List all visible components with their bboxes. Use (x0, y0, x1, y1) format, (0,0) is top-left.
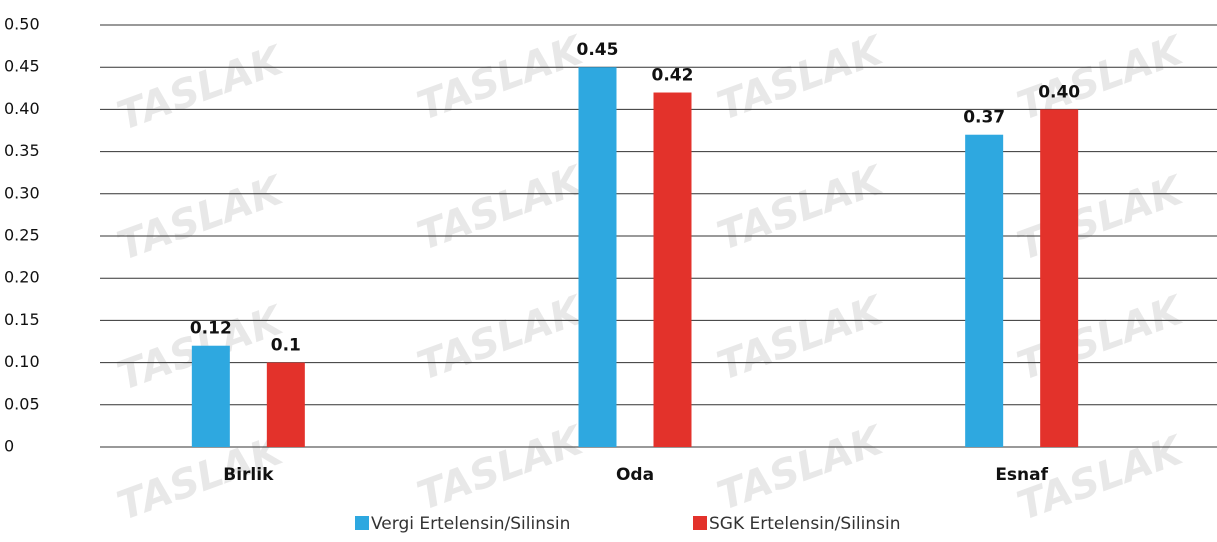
legend-label: Vergi Ertelensin/Silinsin (371, 514, 570, 534)
watermark: TASLAK (111, 37, 291, 140)
watermark: TASLAK (1011, 287, 1191, 390)
watermark: TASLAK (711, 417, 891, 520)
x-tick-label: Oda (616, 465, 654, 485)
watermark: TASLAK (711, 27, 891, 130)
x-tick-label: Birlik (223, 465, 274, 485)
legend-swatch (355, 516, 369, 530)
y-tick-label: 0.30 (4, 183, 40, 202)
y-tick-label: 0.25 (4, 226, 40, 245)
watermark: TASLAK (711, 287, 891, 390)
data-label: 0.45 (577, 40, 619, 60)
bar (965, 134, 1004, 447)
y-tick-label: 0.15 (4, 310, 40, 329)
y-tick-label: 0.35 (4, 141, 40, 160)
watermark: TASLAK (1011, 167, 1191, 270)
watermark: TASLAK (411, 27, 591, 130)
y-tick-label: 0.50 (4, 15, 40, 34)
watermark: TASLAK (411, 157, 591, 260)
y-tick-label: 0.45 (4, 57, 40, 76)
data-label: 0.42 (652, 66, 694, 86)
watermark: TASLAK (1011, 27, 1191, 130)
bar (191, 345, 230, 447)
y-tick-label: 0.10 (4, 352, 40, 371)
watermark: TASLAK (411, 417, 591, 520)
data-label: 0.1 (271, 336, 301, 356)
watermark: TASLAK (411, 287, 591, 390)
legend-swatch (693, 516, 707, 530)
bar (266, 362, 305, 447)
y-tick-label: 0.05 (4, 394, 40, 413)
data-label: 0.40 (1038, 82, 1080, 102)
watermark: TASLAK (111, 167, 291, 270)
watermark: TASLAK (711, 157, 891, 260)
y-tick-label: 0 (4, 437, 14, 456)
bar (653, 92, 692, 448)
bar (1040, 109, 1079, 448)
data-label: 0.37 (963, 108, 1005, 128)
legend-label: SGK Ertelensin/Silinsin (709, 514, 901, 534)
x-tick-label: Esnaf (995, 465, 1048, 485)
y-tick-label: 0.40 (4, 99, 40, 118)
data-label: 0.12 (190, 319, 232, 339)
y-tick-label: 0.20 (4, 268, 40, 287)
bar (578, 67, 617, 447)
